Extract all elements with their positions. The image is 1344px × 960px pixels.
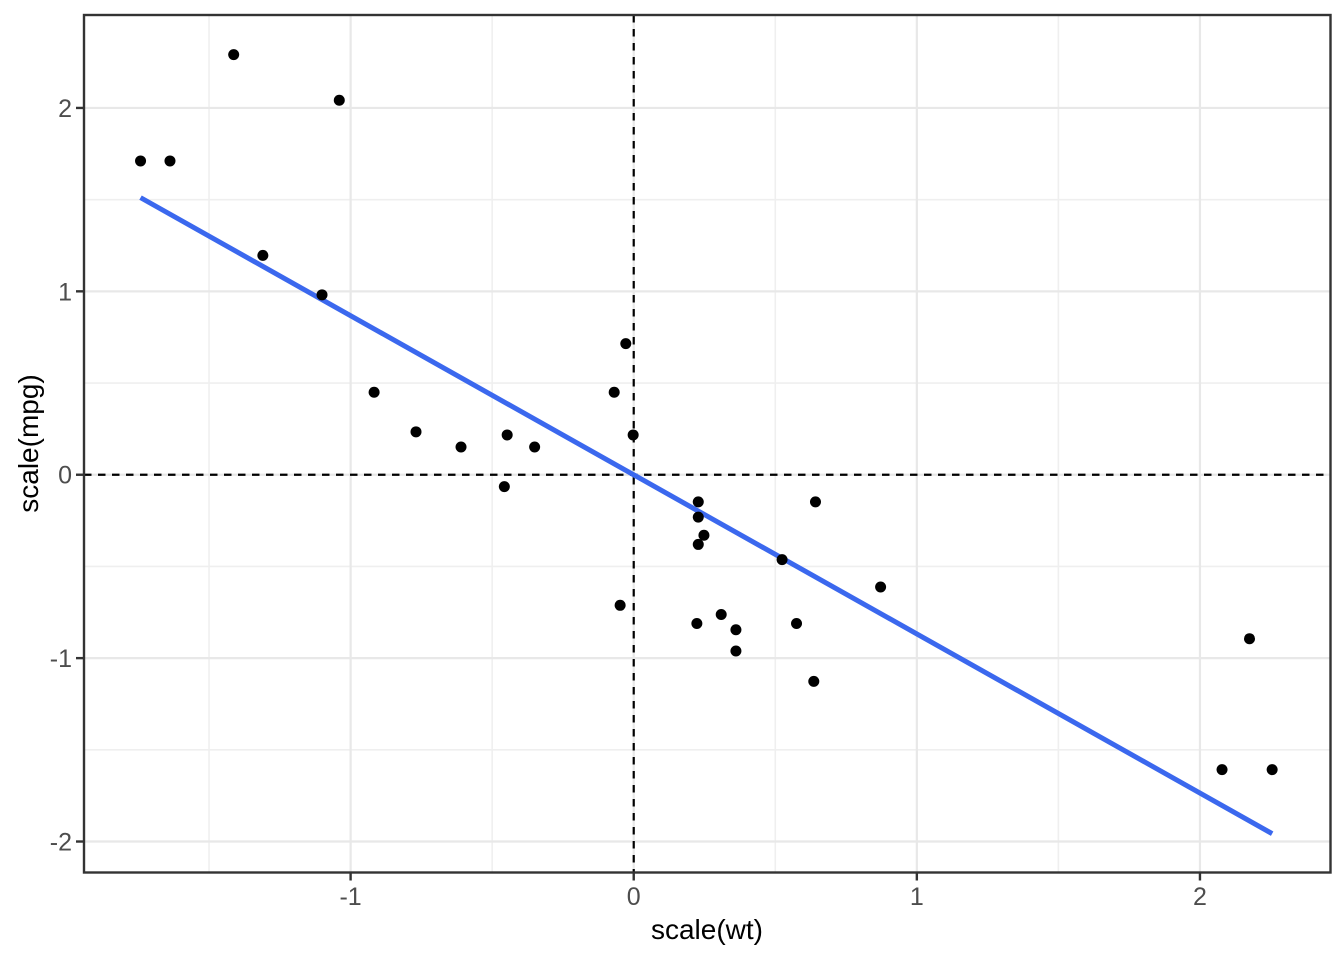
data-point bbox=[730, 624, 742, 636]
panel-border-rect bbox=[82, 13, 1332, 874]
data-point bbox=[692, 511, 704, 523]
y-axis-title: scale(mpg) bbox=[13, 374, 44, 512]
reference-lines bbox=[84, 15, 1331, 873]
y-tick-label: 0 bbox=[58, 462, 72, 490]
data-point bbox=[455, 441, 467, 453]
data-point bbox=[1266, 764, 1278, 776]
data-point bbox=[316, 289, 328, 301]
data-point bbox=[333, 94, 345, 106]
data-point bbox=[529, 441, 541, 453]
data-point bbox=[875, 581, 887, 593]
panel-rect bbox=[84, 15, 1331, 873]
data-points bbox=[135, 49, 1278, 776]
data-point bbox=[715, 608, 727, 620]
data-point bbox=[614, 599, 626, 611]
regression-line bbox=[139, 195, 1274, 836]
y-tick-labels: -2 -1 0 1 2 bbox=[50, 95, 72, 857]
data-point bbox=[228, 49, 240, 61]
data-point bbox=[410, 426, 422, 438]
data-point bbox=[1216, 764, 1228, 776]
axis-tick-marks bbox=[76, 106, 1202, 881]
grid-minor bbox=[84, 15, 1331, 873]
data-point bbox=[627, 429, 639, 441]
data-point bbox=[691, 617, 703, 629]
x-tick-labels: -1 0 1 2 bbox=[339, 883, 1206, 911]
data-point bbox=[368, 386, 380, 398]
data-point bbox=[776, 554, 788, 566]
data-point bbox=[698, 529, 710, 541]
x-axis-title: scale(wt) bbox=[651, 914, 763, 945]
data-point bbox=[692, 496, 704, 508]
data-point bbox=[164, 155, 176, 167]
panel-border bbox=[82, 13, 1332, 874]
data-point bbox=[498, 481, 510, 493]
data-point bbox=[608, 386, 620, 398]
data-point bbox=[1244, 633, 1256, 645]
data-point bbox=[135, 155, 147, 167]
y-tick-label: 2 bbox=[58, 95, 72, 123]
y-tick-label: 1 bbox=[58, 278, 72, 306]
data-point bbox=[808, 675, 820, 687]
x-tick-label: 0 bbox=[627, 883, 641, 911]
data-point bbox=[791, 617, 803, 629]
x-tick-label: 2 bbox=[1193, 883, 1207, 911]
x-tick-label: -1 bbox=[339, 883, 361, 911]
data-point bbox=[809, 496, 821, 508]
data-point bbox=[257, 249, 269, 261]
data-point bbox=[620, 338, 632, 350]
x-tick-label: 1 bbox=[910, 883, 924, 911]
y-tick-label: -1 bbox=[50, 645, 72, 673]
data-point bbox=[501, 429, 513, 441]
data-point bbox=[692, 538, 704, 550]
regression-line-segment bbox=[139, 195, 1274, 836]
y-tick-label: -2 bbox=[50, 829, 72, 857]
data-point bbox=[730, 645, 742, 657]
panel-background bbox=[84, 15, 1331, 873]
